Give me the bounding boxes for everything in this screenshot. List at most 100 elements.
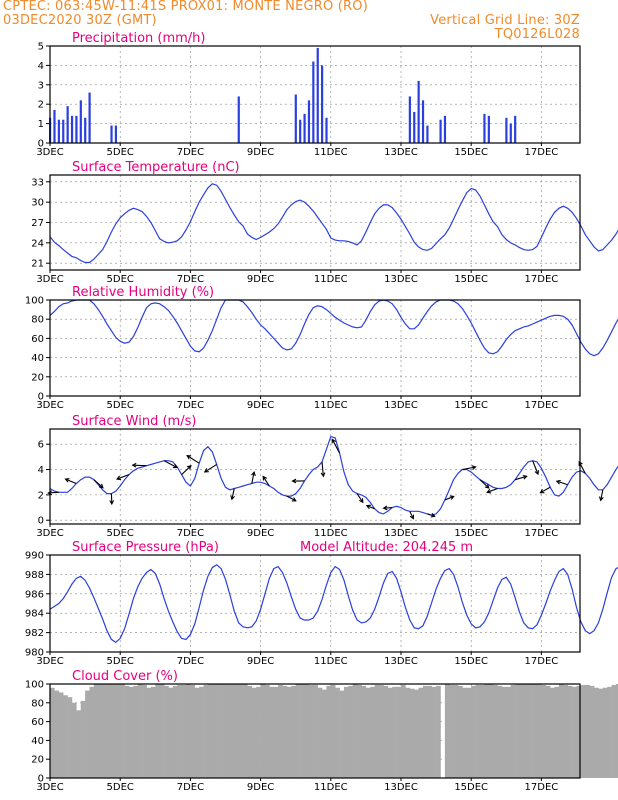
cloud-cover-bar bbox=[98, 684, 103, 778]
wind-arrow-head bbox=[598, 496, 604, 502]
y-tick-label: 2 bbox=[38, 490, 44, 501]
cloud-cover-bar bbox=[133, 685, 139, 778]
cloud-cover-bar bbox=[256, 686, 261, 778]
cloud-cover-bar bbox=[343, 686, 349, 778]
x-tick-label: 9DEC bbox=[247, 274, 274, 285]
cloud-cover-bar bbox=[159, 684, 165, 778]
cloud-cover-bar bbox=[50, 687, 55, 778]
cloud-cover-bar bbox=[374, 684, 380, 778]
cloud-cover-bar bbox=[243, 684, 248, 778]
cloud-cover-bar bbox=[264, 684, 270, 778]
wind-arrow-head bbox=[291, 497, 297, 502]
wind-speed-line bbox=[49, 435, 618, 516]
y-tick-label: 24 bbox=[31, 238, 44, 249]
cloud-cover-bar bbox=[365, 687, 371, 778]
cloud-cover-bar bbox=[172, 685, 178, 778]
y-tick-label: 5 bbox=[38, 42, 44, 53]
x-tick-label: 3DEC bbox=[36, 147, 63, 158]
wind-arrow bbox=[65, 478, 77, 484]
x-tick-label: 11DEC bbox=[314, 528, 348, 539]
y-tick-label: 30 bbox=[31, 198, 44, 209]
wind-arrow bbox=[262, 476, 270, 487]
cloud-cover-bar bbox=[458, 685, 463, 778]
y-tick-label: 1 bbox=[38, 119, 44, 130]
wind-arrow-head bbox=[320, 472, 326, 478]
wind-arrow bbox=[251, 471, 255, 484]
cloud-cover-bar bbox=[607, 686, 612, 778]
cloud-cover-bar bbox=[589, 685, 595, 778]
wind-arrow bbox=[556, 480, 568, 486]
wind-arrow-head bbox=[471, 465, 477, 471]
cloud-cover-bar bbox=[519, 684, 525, 778]
cloud-cover-bar bbox=[89, 686, 95, 778]
y-tick-label: 984 bbox=[25, 609, 44, 620]
wind-arrow-head bbox=[359, 498, 364, 504]
precip-bar bbox=[237, 96, 240, 143]
x-tick-label: 15DEC bbox=[454, 274, 488, 285]
x-tick-label: 17DEC bbox=[525, 400, 559, 411]
cloud-cover-bar bbox=[598, 688, 604, 778]
x-tick-label: 13DEC bbox=[384, 400, 418, 411]
cloud-cover-bar bbox=[67, 697, 73, 778]
cloud-cover-bar bbox=[497, 685, 503, 778]
x-tick-label: 3DEC bbox=[36, 656, 63, 667]
cloud-cover-bar bbox=[216, 684, 222, 778]
panel-frame bbox=[49, 683, 581, 779]
wind-arrow bbox=[600, 489, 604, 501]
panel-title: Surface Wind (m/s) bbox=[72, 414, 196, 429]
cloud-cover-bar bbox=[554, 686, 560, 778]
cloud-cover-bar bbox=[563, 684, 569, 778]
x-tick-label: 15DEC bbox=[454, 656, 488, 667]
precip-bar bbox=[439, 119, 442, 143]
x-tick-label: 13DEC bbox=[384, 656, 418, 667]
wind-arrow-head bbox=[64, 478, 70, 483]
y-tick-label: 20 bbox=[31, 755, 44, 766]
series-line bbox=[49, 299, 618, 357]
x-tick-label: 7DEC bbox=[177, 656, 204, 667]
cloud-cover-bar bbox=[493, 684, 498, 778]
panel-title: Surface Pressure (hPa) bbox=[72, 540, 219, 555]
x-tick-label: 17DEC bbox=[525, 528, 559, 539]
cloud-cover-bar bbox=[444, 684, 450, 778]
precip-bar bbox=[110, 125, 113, 143]
cloud-cover-bar bbox=[488, 684, 494, 778]
wind-arrow bbox=[163, 460, 178, 469]
x-tick-label: 5DEC bbox=[107, 528, 134, 539]
wind-arrow bbox=[286, 495, 297, 502]
cloud-cover-bar bbox=[146, 687, 152, 778]
precip-bar bbox=[509, 123, 512, 143]
x-tick-label: 13DEC bbox=[384, 147, 418, 158]
cloud-cover-bar bbox=[128, 686, 134, 778]
cloud-cover-bar bbox=[510, 684, 516, 778]
cloud-cover-bar bbox=[449, 684, 454, 778]
wind-arrow bbox=[321, 461, 324, 477]
cloud-cover-bar bbox=[260, 684, 266, 778]
cloud-cover-bar bbox=[515, 684, 520, 778]
panel-title: Surface Temperature (nC) bbox=[72, 160, 240, 175]
x-tick-label: 5DEC bbox=[107, 400, 134, 411]
cloud-cover-bar bbox=[615, 684, 618, 778]
header-station-line: CPTEC: 063:45W-11:41S PROX01: MONTE NEGR… bbox=[3, 0, 368, 14]
precip-bar bbox=[443, 115, 447, 143]
x-tick-label: 3DEC bbox=[36, 400, 63, 411]
wind-arrow-head bbox=[578, 460, 583, 466]
cloud-cover-bar bbox=[545, 685, 551, 778]
cloud-cover-bar bbox=[102, 684, 108, 778]
cloud-cover-bar bbox=[221, 684, 226, 778]
cloud-cover-bar bbox=[300, 684, 305, 778]
cloud-cover-bar bbox=[484, 684, 490, 778]
y-tick-label: 40 bbox=[31, 736, 44, 747]
precip-bar bbox=[514, 115, 517, 143]
y-tick-label: 0 bbox=[38, 139, 44, 150]
header-model-code: TQ0126L028 bbox=[494, 27, 580, 42]
wind-arrow bbox=[514, 475, 527, 481]
x-tick-label: 7DEC bbox=[177, 528, 204, 539]
wind-arrow bbox=[356, 493, 364, 503]
y-tick-label: 0 bbox=[38, 392, 44, 403]
x-tick-label: 3DEC bbox=[36, 274, 63, 285]
wind-arrow-head bbox=[365, 504, 371, 510]
cloud-cover-bar bbox=[339, 690, 345, 778]
x-tick-label: 5DEC bbox=[107, 656, 134, 667]
wind-arrow-head bbox=[409, 514, 415, 520]
